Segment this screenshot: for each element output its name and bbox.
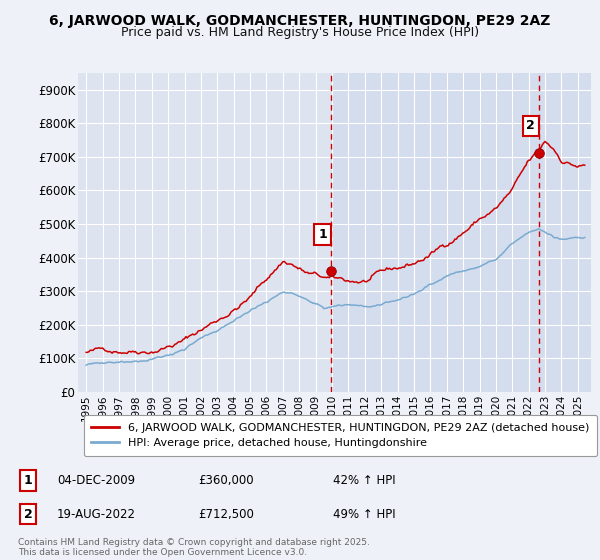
Text: 04-DEC-2009: 04-DEC-2009: [57, 474, 135, 487]
Text: Contains HM Land Registry data © Crown copyright and database right 2025.
This d: Contains HM Land Registry data © Crown c…: [18, 538, 370, 557]
Text: 19-AUG-2022: 19-AUG-2022: [57, 507, 136, 521]
Text: 6, JARWOOD WALK, GODMANCHESTER, HUNTINGDON, PE29 2AZ: 6, JARWOOD WALK, GODMANCHESTER, HUNTINGD…: [49, 14, 551, 28]
Text: 49% ↑ HPI: 49% ↑ HPI: [333, 507, 395, 521]
Text: 2: 2: [526, 119, 535, 133]
Text: 1: 1: [24, 474, 32, 487]
Text: £360,000: £360,000: [198, 474, 254, 487]
Text: 2: 2: [24, 507, 32, 521]
Text: Price paid vs. HM Land Registry's House Price Index (HPI): Price paid vs. HM Land Registry's House …: [121, 26, 479, 39]
Text: 42% ↑ HPI: 42% ↑ HPI: [333, 474, 395, 487]
Bar: [331, 73, 591, 392]
Text: £712,500: £712,500: [198, 507, 254, 521]
Text: 1: 1: [318, 228, 327, 241]
Legend: 6, JARWOOD WALK, GODMANCHESTER, HUNTINGDON, PE29 2AZ (detached house), HPI: Aver: 6, JARWOOD WALK, GODMANCHESTER, HUNTINGD…: [83, 414, 597, 456]
